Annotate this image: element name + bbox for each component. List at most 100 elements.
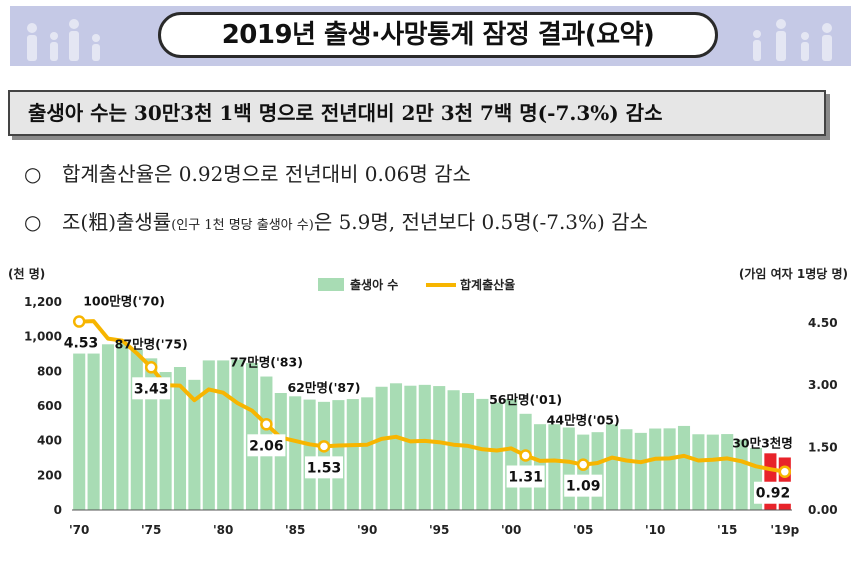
bar-births (87, 332, 100, 510)
birth-count-annotation: 30만3천명 (732, 435, 793, 450)
bar-births (519, 413, 532, 510)
tfr-marker (576, 458, 590, 471)
bullet-tail: 은 5.9명, 전년보다 0.5명(-7.3%) 감소 (313, 210, 648, 234)
tfr-label-bg (62, 331, 100, 354)
y-left-tick-label: 1,200 (24, 295, 62, 309)
bar-births (490, 402, 503, 510)
bar-births (461, 393, 475, 510)
bar-births (735, 439, 748, 510)
x-tick-label: '19p (770, 523, 799, 537)
bar-births (73, 335, 86, 510)
title-banner: 2019년 출생·사망통계 잠정 결과(요약) (10, 6, 851, 66)
tfr-value-label: 4.53 (64, 336, 99, 352)
bar-births (303, 399, 316, 510)
y-left-tick-label: 200 (37, 468, 62, 482)
x-tick-label: '15 (717, 523, 737, 537)
right-axis-unit: (가임 여자 1명당 명) (739, 266, 848, 281)
tfr-label-bg (247, 434, 286, 457)
birth-count-annotation: 87만명('75) (115, 336, 188, 351)
bar-births (231, 359, 244, 510)
tfr-label-bg (132, 377, 171, 400)
summary-box: 출생아 수는 30만3천 1백 명으로 전년대비 2만 3천 7백 명(-7.3… (8, 90, 826, 136)
bullet-note: (인구 1천 명당 출생아 수) (171, 218, 314, 233)
birth-count-annotation: 77만명('83) (230, 355, 303, 370)
bar-births (591, 432, 604, 510)
bar-births (620, 429, 633, 510)
decorative-figures-right-icon (753, 19, 832, 61)
y-right-tick-label: 0.00 (808, 503, 838, 517)
tfr-marker (317, 440, 331, 453)
bar-births (159, 372, 172, 510)
bar-births (217, 360, 230, 510)
bullet-crude-birth-rate: ○ 조(粗)출생률(인구 1천 명당 출생아 수)은 5.9명, 전년보다 0.5… (24, 206, 648, 235)
tfr-label-bg (506, 465, 545, 488)
tfr-value-label: 2.06 (249, 438, 284, 454)
y-right-tick-label: 3.00 (808, 378, 838, 392)
tfr-label-bg (564, 474, 603, 497)
x-tick-label: '10 (645, 523, 665, 537)
bar-births (577, 434, 590, 510)
y-left-tick-label: 400 (37, 434, 62, 448)
y-right-tick-label: 4.50 (808, 316, 838, 330)
tfr-value-label: 1.53 (307, 460, 342, 476)
y-left-tick-label: 800 (37, 364, 62, 378)
bar-births (404, 385, 417, 510)
bar-births (505, 399, 518, 510)
x-tick-label: '85 (285, 523, 305, 537)
bar-births (130, 349, 143, 510)
birth-count-annotation: 62만명('87) (287, 380, 360, 395)
bar-births (548, 424, 561, 510)
birth-count-annotation: 100만명('70) (83, 294, 165, 309)
tfr-value-label: 1.31 (508, 470, 543, 486)
bar-births (663, 428, 676, 510)
bar-births (605, 424, 619, 510)
bullet-text: 조(粗)출생률 (62, 210, 172, 234)
birth-count-annotation: 44만명('05) (547, 413, 620, 428)
x-tick-label: '90 (357, 523, 377, 537)
bar-births (562, 427, 575, 510)
bar-births (116, 342, 129, 510)
bar-births (433, 386, 446, 510)
tfr-marker (260, 418, 273, 431)
bar-births (634, 432, 647, 510)
y-left-tick-label: 0 (54, 503, 62, 517)
decorative-figures-left-icon (27, 19, 100, 61)
births-tfr-chart: (천 명) (가임 여자 1명당 명) 출생아 수 합계출산율 0 200 400 600 80… (8, 266, 848, 537)
y-left-tick-label: 1,000 (24, 330, 62, 344)
bar-births (101, 344, 115, 510)
x-tick-label: '70 (69, 523, 89, 537)
bar-births (188, 379, 201, 510)
bullet-tfr: ○ 합계출산율은 0.92명으로 전년대비 0.06명 감소 (24, 158, 471, 187)
x-tick-label: '00 (501, 523, 521, 537)
tfr-marker (72, 315, 86, 328)
bar-births (361, 397, 374, 510)
tfr-marker (519, 449, 532, 462)
tfr-value-label: 1.09 (566, 479, 601, 495)
x-tick-label: '80 (213, 523, 233, 537)
tfr-value-label: 3.43 (134, 381, 169, 397)
legend-label-tfr: 합계출산율 (460, 277, 515, 292)
bar-births (706, 434, 719, 510)
bar-births (289, 396, 302, 510)
bullet-mark: ○ (24, 162, 42, 186)
line-tfr (79, 319, 786, 474)
bar-births (447, 390, 460, 510)
tfr-label-bg (754, 481, 792, 504)
bar-births (317, 401, 331, 510)
tfr-label-bg (305, 456, 343, 479)
tfr-marker (778, 465, 792, 478)
tfr-value-label: 0.92 (756, 486, 791, 502)
page-title: 2019년 출생·사망통계 잠정 결과(요약) (158, 12, 718, 58)
bar-births (692, 434, 705, 510)
y-left-tick-label: 600 (37, 399, 62, 413)
legend-bar-swatch (318, 278, 344, 291)
bullet-text: 합계출산율은 0.92명으로 전년대비 0.06명 감소 (62, 162, 471, 186)
bar-births (332, 400, 345, 510)
bar-births (346, 399, 359, 510)
left-axis-unit: (천 명) (8, 266, 45, 281)
tfr-marker (144, 361, 158, 374)
bar-births (476, 398, 489, 510)
y-right-tick-label: 1.50 (808, 441, 838, 455)
bar-births (173, 367, 187, 510)
bullet-mark: ○ (24, 210, 42, 234)
